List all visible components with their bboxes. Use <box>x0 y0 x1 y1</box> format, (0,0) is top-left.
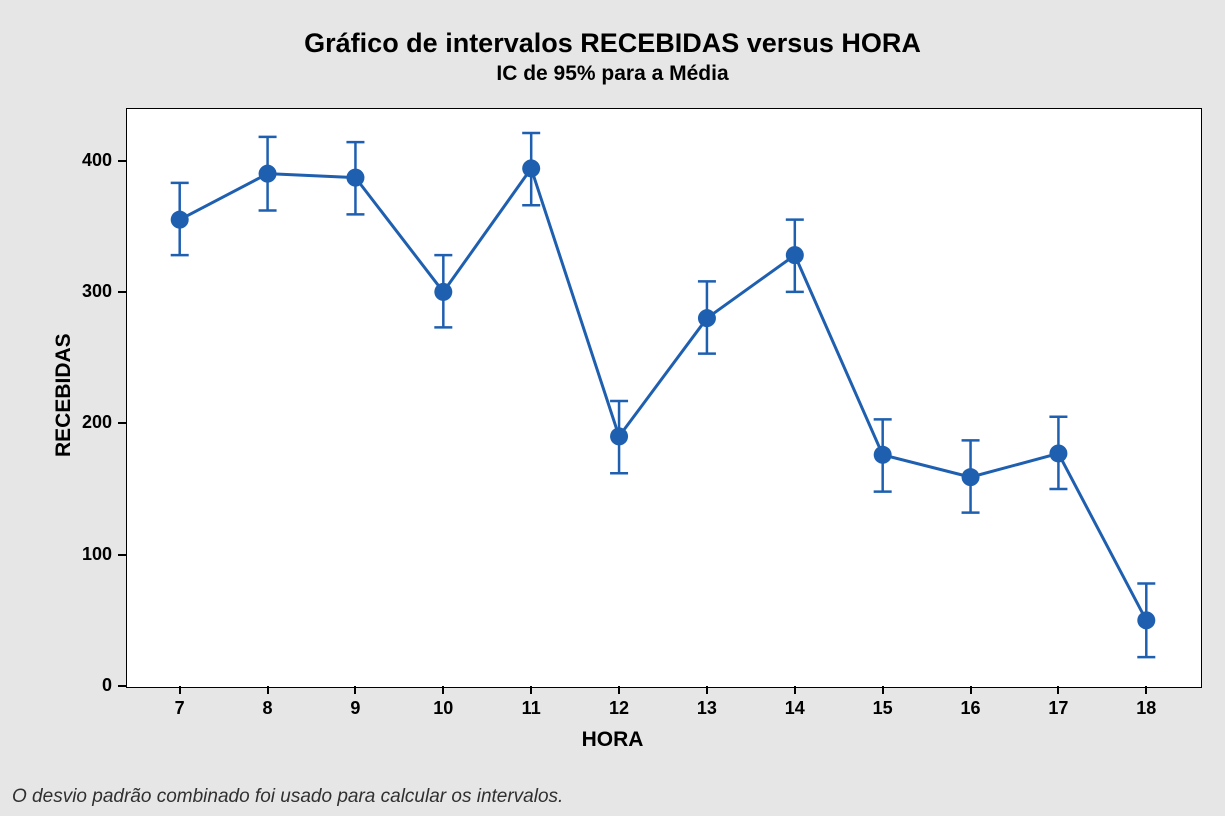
x-tick-label: 17 <box>1028 698 1088 719</box>
x-tick-label: 10 <box>413 698 473 719</box>
y-tick <box>118 160 126 162</box>
x-tick <box>618 686 620 694</box>
x-tick-label: 7 <box>150 698 210 719</box>
y-tick-label: 300 <box>62 281 112 302</box>
y-tick-label: 200 <box>62 412 112 433</box>
chart-footnote: O desvio padrão combinado foi usado para… <box>12 786 563 808</box>
y-tick <box>118 685 126 687</box>
y-tick <box>118 422 126 424</box>
x-tick <box>442 686 444 694</box>
x-tick <box>794 686 796 694</box>
x-tick-label: 13 <box>677 698 737 719</box>
x-tick <box>179 686 181 694</box>
x-axis-label: HORA <box>0 728 1225 752</box>
x-tick <box>530 686 532 694</box>
y-tick-label: 100 <box>62 544 112 565</box>
x-tick-label: 9 <box>325 698 385 719</box>
x-tick-label: 14 <box>765 698 825 719</box>
chart-container: { "canvas": { "width": 1225, "height": 8… <box>0 0 1225 816</box>
x-tick-label: 11 <box>501 698 561 719</box>
x-tick <box>970 686 972 694</box>
chart-title: Gráfico de intervalos RECEBIDAS versus H… <box>0 28 1225 59</box>
x-tick-label: 16 <box>941 698 1001 719</box>
x-tick-label: 15 <box>853 698 913 719</box>
y-tick <box>118 554 126 556</box>
chart-subtitle: IC de 95% para a Média <box>0 62 1225 86</box>
x-tick <box>267 686 269 694</box>
x-tick <box>1057 686 1059 694</box>
x-tick <box>1145 686 1147 694</box>
x-tick <box>354 686 356 694</box>
y-tick-label: 0 <box>62 675 112 696</box>
x-tick <box>706 686 708 694</box>
x-tick-label: 8 <box>238 698 298 719</box>
y-tick-label: 400 <box>62 150 112 171</box>
x-tick <box>882 686 884 694</box>
plot-area <box>126 108 1202 688</box>
y-axis-label: RECEBIDAS <box>52 333 76 457</box>
y-tick <box>118 291 126 293</box>
x-tick-label: 12 <box>589 698 649 719</box>
x-tick-label: 18 <box>1116 698 1176 719</box>
